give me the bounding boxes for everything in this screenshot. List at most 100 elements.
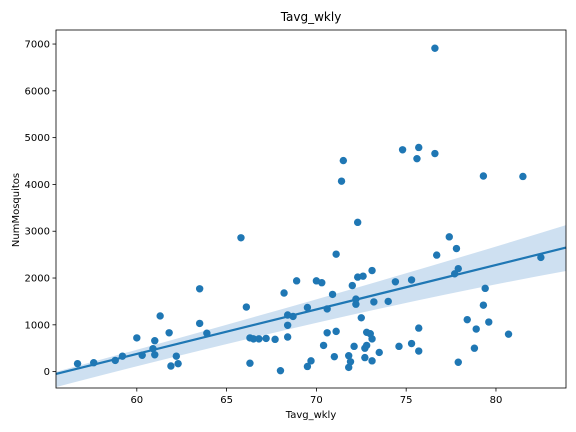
y-tick-label: 5000 [25, 133, 50, 144]
data-point [368, 266, 376, 275]
data-point [413, 154, 421, 163]
data-point [504, 330, 513, 338]
data-point [280, 289, 288, 297]
data-point [330, 352, 339, 361]
data-point [362, 341, 371, 350]
chart-title: Tavg_wkly [280, 10, 342, 24]
data-point [328, 290, 337, 299]
data-point [454, 264, 462, 273]
data-point [345, 363, 353, 372]
data-point [445, 233, 453, 241]
data-point [156, 312, 164, 320]
y-tick-label: 4000 [25, 180, 50, 191]
data-point [463, 315, 471, 324]
data-point [470, 344, 479, 352]
x-tick-label: 65 [220, 395, 233, 406]
data-point [433, 251, 441, 259]
y-tick-label: 0 [44, 367, 50, 378]
y-axis-label: NumMosquitos [11, 173, 22, 247]
data-point [415, 324, 423, 332]
data-point [361, 353, 369, 362]
data-point [398, 146, 407, 154]
y-tick-label: 7000 [25, 40, 50, 51]
data-point [375, 348, 383, 357]
data-point [332, 250, 340, 258]
data-point [357, 314, 365, 322]
data-point [479, 301, 488, 309]
data-point [249, 335, 258, 343]
data-point [519, 172, 527, 181]
data-point [337, 177, 346, 185]
data-point [133, 334, 141, 342]
data-point [415, 347, 423, 355]
data-point [73, 359, 82, 368]
data-point [339, 156, 348, 165]
data-point [368, 357, 376, 365]
data-point [481, 284, 489, 293]
points-layer [73, 44, 545, 375]
data-point [303, 303, 312, 312]
data-point [368, 335, 376, 343]
data-point [271, 335, 279, 344]
y-tick-label: 6000 [25, 86, 50, 97]
x-axis-label: Tavg_wkly [285, 410, 337, 421]
regression-line [55, 246, 567, 376]
data-point [151, 337, 159, 345]
data-point [167, 362, 175, 370]
confidence-band-layer [56, 225, 566, 388]
data-point [283, 321, 292, 329]
data-point [352, 300, 360, 308]
confidence-band [56, 225, 566, 388]
data-point [384, 297, 392, 306]
x-axis-ticks: 60 65 70 75 80 [130, 388, 502, 406]
plot-frame [55, 29, 567, 389]
data-point [237, 234, 245, 242]
y-tick-label: 1000 [25, 320, 50, 331]
data-point [454, 358, 462, 366]
data-point [172, 352, 181, 360]
data-point [246, 359, 254, 367]
data-point [391, 278, 400, 286]
data-point [431, 44, 439, 52]
y-tick-label: 3000 [25, 227, 50, 238]
data-point [353, 218, 362, 227]
data-point [415, 143, 423, 152]
y-tick-label: 2000 [25, 274, 50, 285]
data-point [407, 339, 416, 348]
data-point [346, 358, 355, 366]
data-point [370, 298, 378, 306]
data-point [319, 341, 328, 350]
regression-layer [55, 246, 567, 376]
data-point [318, 279, 326, 287]
data-point [395, 342, 403, 351]
data-point [472, 325, 480, 333]
plot-area [55, 44, 567, 388]
data-point [350, 342, 358, 351]
y-axis-ticks: 0 1000 2000 3000 4000 5000 6000 7000 [25, 40, 56, 378]
data-point [537, 253, 545, 262]
data-point [195, 285, 204, 293]
data-point [262, 334, 270, 343]
data-point [485, 318, 493, 326]
data-point [307, 357, 315, 365]
data-point [431, 149, 439, 158]
data-point [276, 366, 285, 375]
data-point [303, 362, 312, 371]
x-tick-label: 60 [130, 395, 143, 406]
data-point [151, 351, 159, 359]
data-point [452, 244, 461, 253]
data-point [165, 329, 173, 337]
data-point [323, 329, 331, 337]
data-point [332, 327, 340, 336]
data-point [345, 352, 353, 360]
x-tick-label: 70 [310, 395, 323, 406]
data-point [292, 277, 301, 285]
data-point [242, 303, 251, 311]
data-point [255, 335, 263, 343]
data-point [348, 281, 357, 290]
data-point [359, 272, 367, 280]
data-point [174, 359, 182, 368]
data-point [407, 276, 416, 284]
x-tick-label: 75 [400, 395, 413, 406]
